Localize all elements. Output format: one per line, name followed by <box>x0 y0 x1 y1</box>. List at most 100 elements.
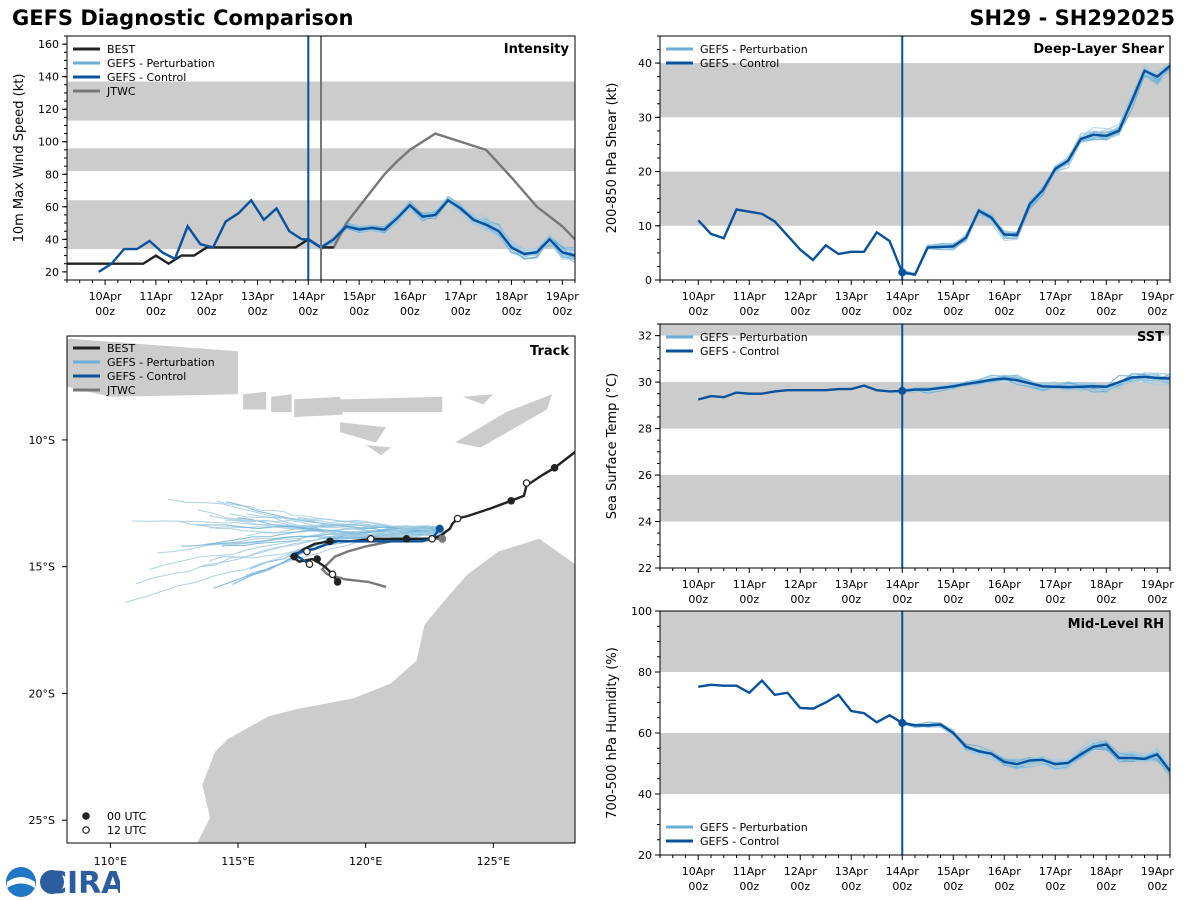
legend-label: GEFS - Control <box>107 370 186 383</box>
x-tick-day-label: 13Apr <box>835 290 869 303</box>
x-tick-label: 120°E <box>349 855 382 868</box>
x-tick-hour-label: 00z <box>1096 305 1116 318</box>
control-series-line <box>698 678 1170 772</box>
y-tick-label: 25°S <box>29 814 55 827</box>
x-tick-hour-label: 00z <box>349 305 369 318</box>
best-00utc-marker <box>333 578 342 586</box>
y-tick-label: 120 <box>38 103 59 116</box>
y-tick-label: 40 <box>45 233 59 246</box>
perturbation-track-line <box>131 520 444 535</box>
land-shape <box>294 396 343 418</box>
x-tick-hour-label: 00z <box>841 880 861 893</box>
x-tick-day-label: 18Apr <box>495 290 529 303</box>
y-tick-label: 28 <box>638 423 652 436</box>
x-tick-day-label: 19Apr <box>1141 290 1175 303</box>
x-tick-hour-label: 00z <box>892 593 912 606</box>
x-tick-hour-label: 00z <box>994 305 1014 318</box>
x-tick-hour-label: 00z <box>841 305 861 318</box>
x-tick-hour-label: 00z <box>688 593 708 606</box>
x-tick-day-label: 14Apr <box>292 290 326 303</box>
x-tick-day-label: 17Apr <box>1039 578 1073 591</box>
control-start-point <box>435 524 444 533</box>
legend-label: GEFS - Control <box>700 345 779 358</box>
panel-sst: 22 24 26 28 30 32 10Apr 00z 11Apr 00z 12Apr 00z 13Ap… <box>605 323 1175 606</box>
y-tick-label: 30 <box>638 376 652 389</box>
x-tick-hour-label: 00z <box>1096 880 1116 893</box>
x-tick-hour-label: 00z <box>841 593 861 606</box>
page-title: GEFS Diagnostic Comparison <box>12 6 354 30</box>
legend-label: JTWC <box>106 384 136 397</box>
jtwc-series-line <box>321 132 575 249</box>
x-tick-day-label: 11Apr <box>733 290 767 303</box>
x-tick-hour-label: 00z <box>248 305 268 318</box>
land-shape <box>340 422 387 443</box>
perturbation-track-line <box>298 517 440 532</box>
control-series-line <box>697 375 1170 401</box>
y-tick-label: 80 <box>45 168 59 181</box>
x-tick-hour-label: 00z <box>943 593 963 606</box>
x-tick-day-label: 10Apr <box>682 865 716 878</box>
land-shape <box>455 394 552 448</box>
x-tick-label: 110°E <box>94 855 127 868</box>
y-tick-label: 40 <box>638 57 652 70</box>
x-tick-hour-label: 00z <box>197 305 217 318</box>
x-tick-day-label: 18Apr <box>1090 578 1124 591</box>
x-tick-day-label: 11Apr <box>733 865 767 878</box>
x-tick-day-label: 15Apr <box>937 290 971 303</box>
y-tick-label: 32 <box>638 330 652 343</box>
x-tick-hour-label: 00z <box>739 880 759 893</box>
y-axis-label: Sea Surface Temp (°C) <box>605 373 620 520</box>
x-tick-day-label: 16Apr <box>988 578 1022 591</box>
x-tick-day-label: 19Apr <box>1141 865 1175 878</box>
panel-title: Mid-Level RH <box>1068 617 1164 632</box>
x-tick-day-label: 12Apr <box>784 290 818 303</box>
best-12utc-marker <box>328 570 337 579</box>
y-tick-label: 24 <box>638 516 652 529</box>
y-tick-label: 40 <box>638 788 652 801</box>
legend-label: BEST <box>107 342 135 355</box>
marker-legend-label: 12 UTC <box>107 824 147 837</box>
best-track-line <box>289 450 575 583</box>
land-shape <box>462 394 494 405</box>
map-area <box>67 338 575 843</box>
init-point <box>898 718 907 727</box>
x-tick-hour-label: 00z <box>994 593 1014 606</box>
y-axis-label: 10m Max Wind Speed (kt) <box>12 74 27 243</box>
y-tick-label: 0 <box>645 274 652 287</box>
x-tick-hour-label: 00z <box>1045 305 1065 318</box>
x-tick-hour-label: 00z <box>146 305 166 318</box>
best-00utc-marker <box>402 534 411 543</box>
land-shape <box>67 338 238 397</box>
x-tick-day-label: 10Apr <box>682 578 716 591</box>
y-tick-label: 60 <box>638 727 652 740</box>
shaded-band <box>660 611 1170 672</box>
globe-icon <box>40 870 64 894</box>
legend-label: JTWC <box>106 85 136 98</box>
x-tick-day-label: 14Apr <box>886 865 920 878</box>
axes-frame <box>659 323 1171 569</box>
y-tick-label: 20 <box>45 266 59 279</box>
y-tick-label: 160 <box>38 38 59 51</box>
legend-label: GEFS - Control <box>700 57 779 70</box>
shaded-band <box>660 733 1170 794</box>
y-tick-label: 60 <box>45 201 59 214</box>
x-tick-day-label: 11Apr <box>733 578 767 591</box>
perturbation-track-line <box>181 526 440 547</box>
x-tick-hour-label: 00z <box>1045 593 1065 606</box>
plot-area-intensity <box>67 81 575 273</box>
x-tick-day-label: 12Apr <box>784 578 818 591</box>
panel-shear: 0 10 20 30 40 10Apr 00z 11Apr 00z 12Apr 00z 13Apr 00… <box>605 35 1175 318</box>
x-tick-day-label: 11Apr <box>139 290 173 303</box>
legend-label: GEFS - Perturbation <box>107 356 215 369</box>
x-tick-hour-label: 00z <box>790 593 810 606</box>
x-tick-hour-label: 00z <box>451 305 471 318</box>
best-12utc-marker <box>522 479 531 487</box>
legend-label: GEFS - Control <box>700 835 779 848</box>
cira-logo-text: CIRA <box>45 866 120 898</box>
marker-legend-symbol <box>82 812 90 820</box>
shaded-band <box>660 324 1170 336</box>
x-tick-day-label: 19Apr <box>1141 578 1175 591</box>
panel-title: Intensity <box>504 42 570 57</box>
best-00utc-marker <box>507 496 515 505</box>
y-tick-label: 15°S <box>29 561 55 574</box>
